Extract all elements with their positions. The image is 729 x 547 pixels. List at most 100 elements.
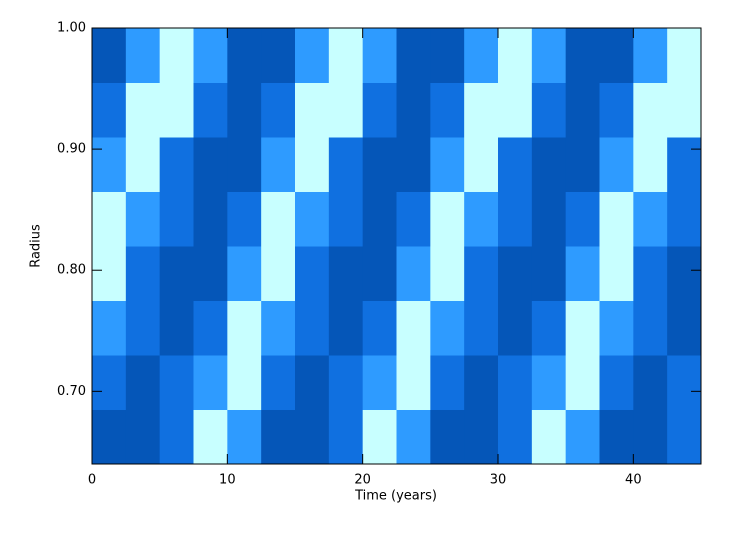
contour-cell — [599, 28, 634, 83]
contour-cell — [227, 246, 262, 301]
contour-cell — [599, 191, 634, 247]
contour-cell — [667, 191, 702, 247]
contour-cell — [193, 246, 228, 301]
contour-cell — [565, 409, 600, 465]
contour-cell — [261, 246, 296, 301]
x-tick-label: 10 — [219, 473, 236, 488]
contour-cell — [599, 300, 634, 356]
contour-cell — [92, 355, 127, 410]
contour-cell — [362, 246, 397, 301]
contour-cell — [633, 355, 668, 410]
contour-cell — [430, 246, 465, 301]
contour-cell — [295, 137, 330, 192]
contour-cell — [328, 137, 364, 192]
y-tick-label: 1.00 — [57, 21, 86, 36]
contour-cell — [565, 355, 600, 410]
contour-cell — [159, 28, 194, 83]
contour-cell — [193, 300, 228, 356]
contour-cell — [227, 82, 262, 138]
contour-cell — [599, 409, 634, 465]
contour-cell — [464, 191, 499, 247]
contour-cell — [261, 82, 296, 138]
contour-cell — [295, 28, 330, 83]
contour-cell — [531, 300, 567, 356]
contour-cell — [531, 409, 567, 465]
x-tick-label: 30 — [490, 473, 507, 488]
contour-cell — [362, 409, 397, 465]
contour-cell — [396, 409, 431, 465]
contour-cell — [599, 355, 634, 410]
contour-cell — [396, 28, 431, 83]
contour-cell — [396, 355, 431, 410]
contour-cell — [92, 28, 127, 83]
contour-cell — [464, 355, 499, 410]
y-axis-label: Radius — [29, 224, 44, 268]
contour-cell — [227, 300, 262, 356]
contour-cell — [328, 191, 364, 247]
contour-cell — [464, 82, 499, 138]
contour-cell — [125, 246, 161, 301]
contour-cell — [261, 28, 296, 83]
plot-frame — [91, 27, 702, 465]
contour-cell — [633, 137, 668, 192]
contour-cell — [633, 191, 668, 247]
contour-cell — [565, 82, 600, 138]
contour-cell — [193, 82, 228, 138]
contour-cell — [125, 82, 161, 138]
contour-cell — [227, 409, 262, 465]
y-tick-label: 0.70 — [57, 384, 86, 399]
contour-cell — [396, 246, 431, 301]
contour-cell — [599, 82, 634, 138]
contour-cell — [498, 82, 533, 138]
contour-cell — [430, 28, 465, 83]
contour-cell — [396, 82, 431, 138]
contour-cell — [565, 300, 600, 356]
contour-cell — [328, 355, 364, 410]
contour-cell — [498, 246, 533, 301]
contour-cell — [531, 137, 567, 192]
contour-cell — [193, 137, 228, 192]
contour-cell — [430, 300, 465, 356]
contour-cell — [565, 28, 600, 83]
contour-cell — [125, 355, 161, 410]
contour-cell — [227, 137, 262, 192]
contour-cell — [328, 246, 364, 301]
contour-cell — [531, 355, 567, 410]
contour-cell — [125, 409, 161, 465]
contour-cell — [531, 246, 567, 301]
contour-cell — [565, 191, 600, 247]
contour-cell — [430, 409, 465, 465]
contour-cell — [261, 409, 296, 465]
contour-cell — [430, 355, 465, 410]
contour-cell — [599, 246, 634, 301]
contour-cell — [295, 82, 330, 138]
contour-cell — [227, 191, 262, 247]
contour-cell — [667, 246, 702, 301]
contour-cell — [498, 355, 533, 410]
contour-cell — [396, 191, 431, 247]
x-tick-label: 40 — [625, 473, 642, 488]
contour-cell — [92, 191, 127, 247]
contour-cell — [464, 300, 499, 356]
contour-cell — [227, 28, 262, 83]
contour-cell — [159, 246, 194, 301]
contour-cell — [667, 82, 702, 138]
contour-cell — [125, 191, 161, 247]
contour-cell — [498, 409, 533, 465]
contour-cell — [193, 355, 228, 410]
contour-cell — [92, 409, 127, 465]
contour-cell — [498, 191, 533, 247]
contour-cell — [633, 300, 668, 356]
contour-cell — [159, 82, 194, 138]
contour-cell — [396, 137, 431, 192]
contour-cell — [295, 355, 330, 410]
contour-cell — [362, 28, 397, 83]
x-tick-label: 20 — [354, 473, 371, 488]
contour-cell — [159, 137, 194, 192]
contour-cell — [92, 137, 127, 192]
contour-cell — [498, 137, 533, 192]
contour-cell — [464, 137, 499, 192]
contour-cell — [159, 300, 194, 356]
